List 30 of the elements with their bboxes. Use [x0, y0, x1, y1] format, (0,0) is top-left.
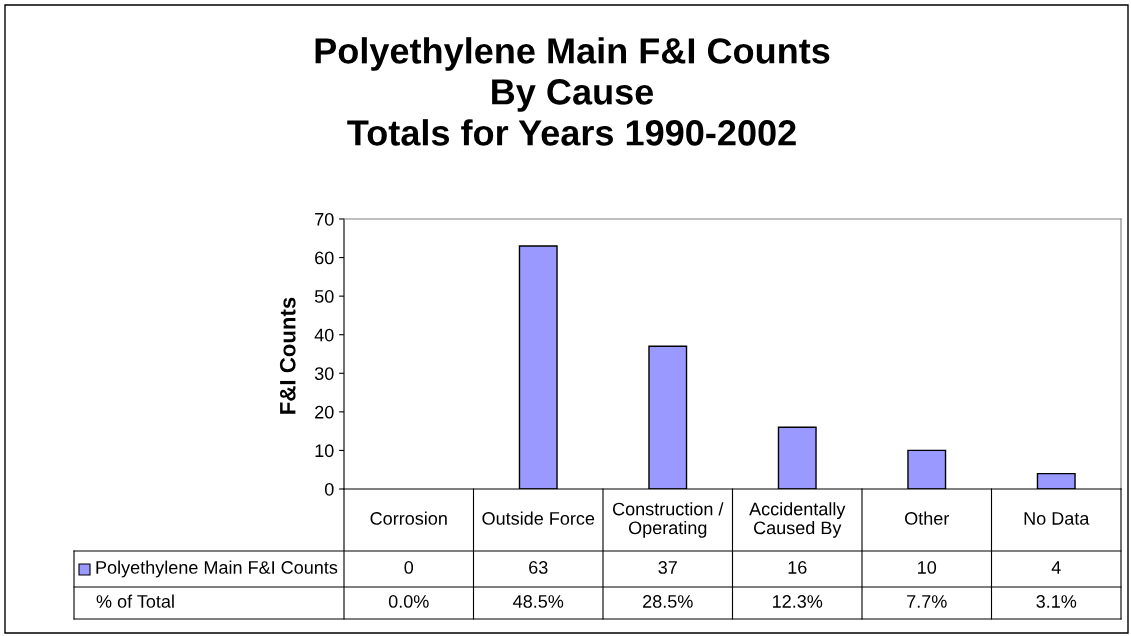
x-tick-label: Other — [905, 511, 950, 525]
y-tick-label: 50 — [314, 290, 334, 303]
x-tick-label: Accidentally Caused By — [749, 502, 846, 538]
y-axis-title: F&I Counts — [279, 297, 296, 414]
x-tick-label: Corrosion — [370, 511, 447, 525]
text: 12.3% — [773, 595, 823, 608]
data-label: 0 — [404, 561, 414, 574]
legend-label: Polyethylene Main F&I Counts — [96, 560, 338, 578]
data-label: 37 — [658, 561, 677, 574]
data-label: 63 — [529, 561, 548, 574]
x-tick-label: Outside Force — [482, 511, 595, 525]
y-tick-label: 70 — [315, 212, 334, 226]
data-label: 16 — [788, 561, 807, 574]
y-tick-label: 30 — [314, 367, 334, 381]
x-tick-label: Construction / Operating — [612, 502, 724, 538]
text: 0.0% — [388, 595, 429, 608]
text: 7.7% — [907, 595, 947, 608]
text: % of Total — [96, 594, 174, 608]
data-label: 4 — [1051, 561, 1061, 574]
text: 48.5% — [513, 595, 564, 608]
y-tick-label: 20 — [315, 405, 334, 419]
y-tick-label: 10 — [315, 444, 334, 458]
chart-title: Polyethylene Main F&I Counts By Cause Totals for Years 1990-2002 — [315, 37, 830, 146]
y-tick-label: 40 — [314, 328, 334, 342]
text: 3.1% — [1036, 595, 1077, 608]
y-tick-label: 60 — [315, 251, 334, 265]
data-label: 10 — [918, 561, 937, 574]
x-tick-label: No Data — [1024, 512, 1090, 525]
y-tick-label: 0 — [324, 482, 334, 496]
text: 28.5% — [643, 595, 693, 608]
